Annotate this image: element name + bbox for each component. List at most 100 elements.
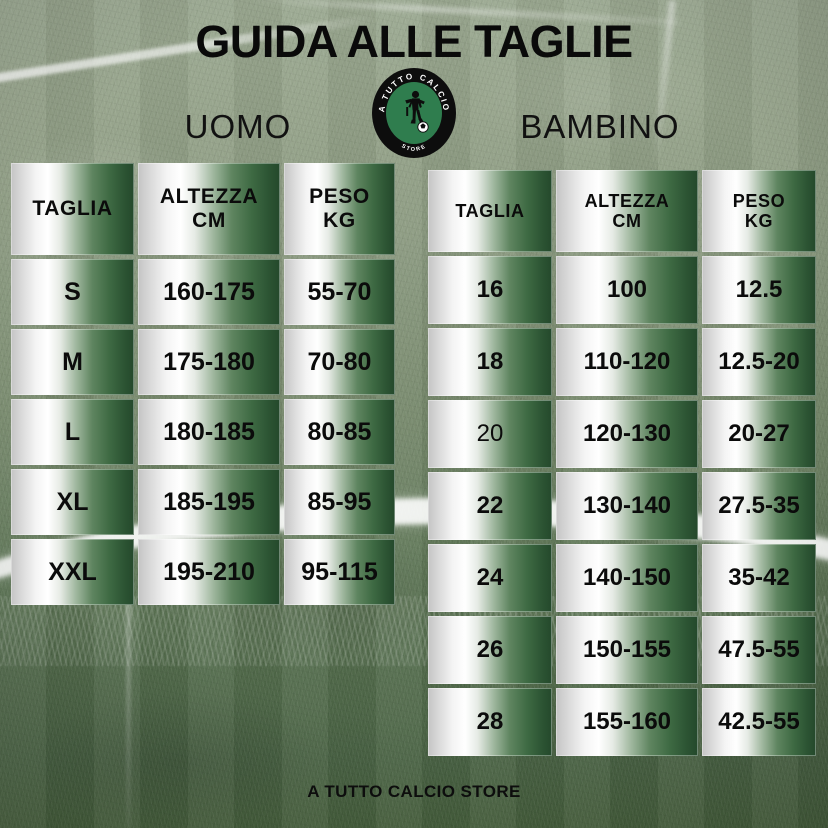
cell-size: L — [11, 399, 134, 465]
header-label-size: TAGLIA — [32, 197, 113, 221]
value-height: 185-195 — [163, 488, 255, 516]
cell-height: 155-160 — [556, 688, 698, 756]
cell-weight: 20-27 — [702, 400, 816, 468]
cell-weight: 35-42 — [702, 544, 816, 612]
header-label-weight-line1: PESO — [732, 190, 786, 211]
cell-height: 120-130 — [556, 400, 698, 468]
value-height: 160-175 — [163, 278, 255, 306]
value-weight: 35-42 — [728, 563, 790, 591]
table-row: 22 130-140 27.5-35 — [428, 472, 816, 540]
cell-height: 175-180 — [138, 329, 280, 395]
value-size: M — [62, 348, 83, 376]
value-height: 150-155 — [582, 635, 672, 663]
header-label-weight: PESO KG — [309, 185, 370, 232]
value-size: XXL — [48, 558, 97, 586]
value-height: 195-210 — [163, 558, 255, 586]
cell-size: S — [11, 259, 134, 325]
value-weight: 42.5-55 — [718, 707, 800, 735]
brand-logo: A TUTTO CALCIO STORE — [371, 67, 457, 159]
cell-height: 140-150 — [556, 544, 698, 612]
header-label-height: ALTEZZA CM — [160, 185, 258, 232]
table-row: L 180-185 80-85 — [11, 399, 395, 465]
table-row: S 160-175 55-70 — [11, 259, 395, 325]
cell-size: 22 — [428, 472, 552, 540]
value-weight: 20-27 — [728, 419, 790, 447]
header-label-height-line1: ALTEZZA — [584, 190, 670, 211]
cell-height: 195-210 — [138, 539, 280, 605]
header-cell-size: TAGLIA — [11, 163, 134, 255]
value-size: 22 — [476, 491, 504, 519]
pitch-line-vertical-lower — [126, 600, 131, 828]
section-label-kids: BAMBINO — [520, 108, 680, 145]
cell-weight: 42.5-55 — [702, 688, 816, 756]
value-size: 24 — [476, 563, 504, 591]
value-size: 16 — [476, 275, 504, 303]
cell-height: 160-175 — [138, 259, 280, 325]
footer-brand: A TUTTO CALCIO STORE — [307, 782, 521, 801]
cell-weight: 80-85 — [284, 399, 395, 465]
value-height: 180-185 — [163, 418, 255, 446]
cell-size: 26 — [428, 616, 552, 684]
value-size: 20 — [476, 419, 504, 447]
value-height: 140-150 — [582, 563, 672, 591]
cell-weight: 55-70 — [284, 259, 395, 325]
table-row: 16 100 12.5 — [428, 256, 816, 324]
table-row: 24 140-150 35-42 — [428, 544, 816, 612]
soccer-player-badge-icon: A TUTTO CALCIO STORE — [372, 68, 456, 158]
value-size: 28 — [476, 707, 504, 735]
value-size: 18 — [476, 347, 504, 375]
value-size: S — [64, 278, 81, 306]
value-size: XL — [56, 488, 89, 516]
size-table-men: TAGLIA ALTEZZA CM PESO KG S 160-175 55-7… — [11, 163, 395, 605]
table-row: 18 110-120 12.5-20 — [428, 328, 816, 396]
cell-weight: 70-80 — [284, 329, 395, 395]
header-label-weight-line2: KG — [323, 209, 356, 232]
cell-weight: 27.5-35 — [702, 472, 816, 540]
value-weight: 12.5 — [735, 275, 783, 303]
header-cell-size: TAGLIA — [428, 170, 552, 252]
cell-size: XXL — [11, 539, 134, 605]
cell-height: 150-155 — [556, 616, 698, 684]
cell-weight: 12.5 — [702, 256, 816, 324]
value-weight: 55-70 — [307, 278, 372, 306]
value-weight: 85-95 — [307, 488, 372, 516]
value-height: 120-130 — [582, 419, 672, 447]
table-row: 28 155-160 42.5-55 — [428, 688, 816, 756]
svg-text:STORE: STORE — [400, 143, 427, 153]
table-row: XXL 195-210 95-115 — [11, 539, 395, 605]
cell-height: 110-120 — [556, 328, 698, 396]
table-row: M 175-180 70-80 — [11, 329, 395, 395]
table-row: 20 120-130 20-27 — [428, 400, 816, 468]
header-label-height-line2: CM — [192, 209, 226, 232]
header-label-height-line2: CM — [612, 211, 642, 231]
cell-size: 18 — [428, 328, 552, 396]
header-cell-weight: PESO KG — [702, 170, 816, 252]
header-label-height-line1: ALTEZZA — [159, 185, 259, 209]
cell-weight: 47.5-55 — [702, 616, 816, 684]
header-label-weight-line2: KG — [744, 211, 774, 231]
size-table-kids: TAGLIA ALTEZZA CM PESO KG 16 100 12.5 18 — [428, 170, 816, 756]
cell-weight: 12.5-20 — [702, 328, 816, 396]
cell-size: 24 — [428, 544, 552, 612]
table-header-row: TAGLIA ALTEZZA CM PESO KG — [11, 163, 395, 255]
cell-height: 185-195 — [138, 469, 280, 535]
table-row: 26 150-155 47.5-55 — [428, 616, 816, 684]
cell-size: 28 — [428, 688, 552, 756]
value-height: 130-140 — [582, 491, 672, 519]
value-height: 110-120 — [583, 347, 671, 375]
table-header-row: TAGLIA ALTEZZA CM PESO KG — [428, 170, 816, 252]
header-label-weight-line1: PESO — [309, 185, 370, 209]
value-height: 155-160 — [582, 707, 672, 735]
value-size: 26 — [476, 635, 504, 663]
value-size: L — [64, 418, 81, 446]
value-weight: 12.5-20 — [718, 347, 800, 375]
header-label-weight: PESO KG — [733, 191, 785, 231]
value-height: 100 — [606, 275, 648, 303]
value-weight: 70-80 — [307, 348, 372, 376]
cell-height: 130-140 — [556, 472, 698, 540]
cell-size: M — [11, 329, 134, 395]
header-cell-height: ALTEZZA CM — [556, 170, 698, 252]
header-cell-weight: PESO KG — [284, 163, 395, 255]
value-height: 175-180 — [163, 348, 255, 376]
cell-size: XL — [11, 469, 134, 535]
